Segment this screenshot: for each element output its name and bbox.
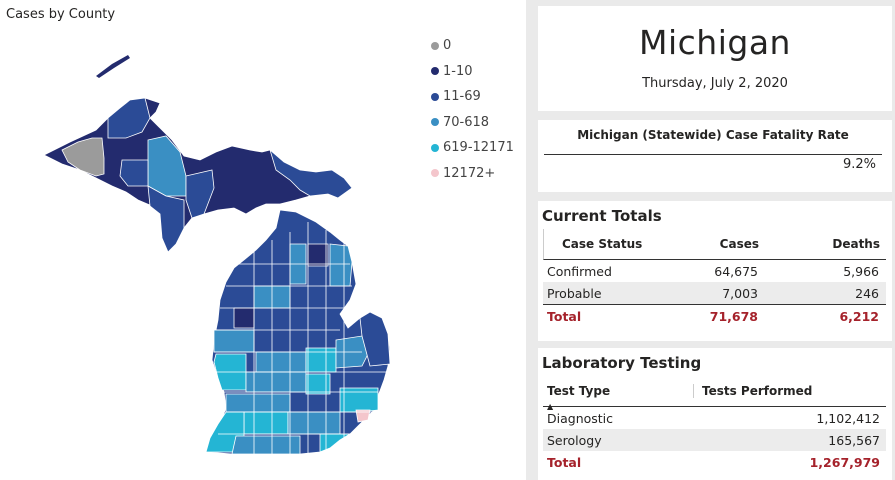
row-deaths: 5,966 [843,263,879,279]
lab-total-label: Total [547,454,582,470]
county-up-4[interactable] [147,185,185,253]
county-lp-18[interactable] [319,433,352,453]
column-header-case-status[interactable]: Case Status [562,237,643,251]
lab-table: Test Type ▲ Tests Performed Diagnostic 1… [543,376,886,473]
header-panel: Michigan Thursday, July 2, 2020 [538,6,892,111]
cfr-value: 9.2% [842,157,876,172]
total-cases: 71,678 [709,308,758,324]
county-lp-15[interactable] [225,393,291,413]
legend-label: 1-10 [443,63,473,79]
map-panel: Cases by County [0,0,526,480]
column-header-deaths[interactable]: Deaths [832,237,880,251]
case-fatality-rate-card: Michigan (Statewide) Case Fatality Rate … [538,120,892,192]
lab-total-tests: 1,267,979 [809,454,880,470]
legend-swatch [431,67,439,76]
county-lp-3[interactable] [329,243,353,287]
table-row: Diagnostic 1,102,412 [543,407,886,429]
legend-item[interactable]: 1-10 [431,59,514,85]
row-test-type: Diagnostic [547,410,614,426]
county-up-6[interactable] [269,148,353,199]
legend-label: 12172+ [443,165,496,181]
legend-label: 0 [443,38,452,54]
lab-title: Laboratory Testing [542,354,702,372]
county-lp-10[interactable] [359,311,391,367]
total-label: Total [547,308,582,324]
report-date: Thursday, July 2, 2020 [642,76,788,91]
county-gray[interactable] [61,137,105,177]
county-up-5[interactable] [185,169,215,219]
table-row: Confirmed 64,675 5,966 [543,260,886,282]
legend-label: 11-69 [443,89,481,105]
row-status: Probable [547,285,602,301]
michigan-county-map[interactable] [0,30,420,480]
table-row: Probable 7,003 246 [543,282,886,304]
county-up-1[interactable] [107,97,151,139]
map-legend: 0 1-10 11-69 70-618 619-12171 12172+ [431,33,514,186]
total-deaths: 6,212 [839,308,879,324]
county-lp-6[interactable] [213,329,255,353]
county-lp-20[interactable] [231,435,301,455]
legend-swatch [431,169,439,178]
column-header-tests-performed[interactable]: Tests Performed [693,384,886,398]
table-row: Serology 165,567 [543,429,886,451]
legend-label: 70-618 [443,114,490,130]
county-lp-12[interactable] [245,371,307,393]
row-cases: 7,003 [722,285,758,301]
county-lp-7[interactable] [255,351,307,373]
row-status: Confirmed [547,263,612,279]
county-isle-royale[interactable] [96,55,130,78]
legend-item[interactable]: 70-618 [431,110,514,136]
current-totals-panel: Current Totals Case Status Cases Deaths … [538,201,892,341]
row-cases: 64,675 [714,263,758,279]
county-lp-16[interactable] [243,411,289,435]
legend-item[interactable]: 619-12171 [431,135,514,161]
column-header-cases[interactable]: Cases [719,237,759,251]
legend-item[interactable]: 11-69 [431,84,514,110]
totals-header-row: Case Status Cases Deaths [543,229,886,260]
legend-swatch [431,92,439,101]
county-lp-17[interactable] [287,411,341,435]
legend-item[interactable]: 0 [431,33,514,59]
legend-swatch [431,41,439,50]
legend-swatch [431,143,439,152]
county-wayne[interactable] [355,409,371,423]
row-tests: 165,567 [828,432,880,448]
totals-table: Case Status Cases Deaths Confirmed 64,67… [543,229,886,327]
legend-item[interactable]: 12172+ [431,161,514,187]
county-lp-4[interactable] [233,307,255,329]
county-lp-2[interactable] [307,243,329,267]
county-grid-lines [214,222,388,454]
county-up-2[interactable] [147,135,187,197]
sort-ascending-icon[interactable]: ▲ [547,402,554,411]
lab-total-row: Total 1,267,979 [543,451,886,473]
state-title: Michigan [639,23,791,62]
test-type-label: Test Type [547,384,611,398]
column-header-test-type[interactable]: Test Type ▲ [543,384,693,411]
legend-label: 619-12171 [443,140,514,156]
map-title: Cases by County [6,7,116,22]
row-deaths: 246 [855,285,879,301]
totals-title: Current Totals [542,207,662,225]
row-tests: 1,102,412 [816,410,880,426]
row-test-type: Serology [547,432,602,448]
cfr-title: Michigan (Statewide) Case Fatality Rate [544,128,882,155]
totals-total-row: Total 71,678 6,212 [543,304,886,327]
legend-swatch [431,118,439,127]
county-lp-13[interactable] [305,373,331,395]
county-up-3[interactable] [119,159,149,187]
laboratory-testing-panel: Laboratory Testing Test Type ▲ Tests Per… [538,348,892,480]
lab-header-row: Test Type ▲ Tests Performed [543,376,886,411]
